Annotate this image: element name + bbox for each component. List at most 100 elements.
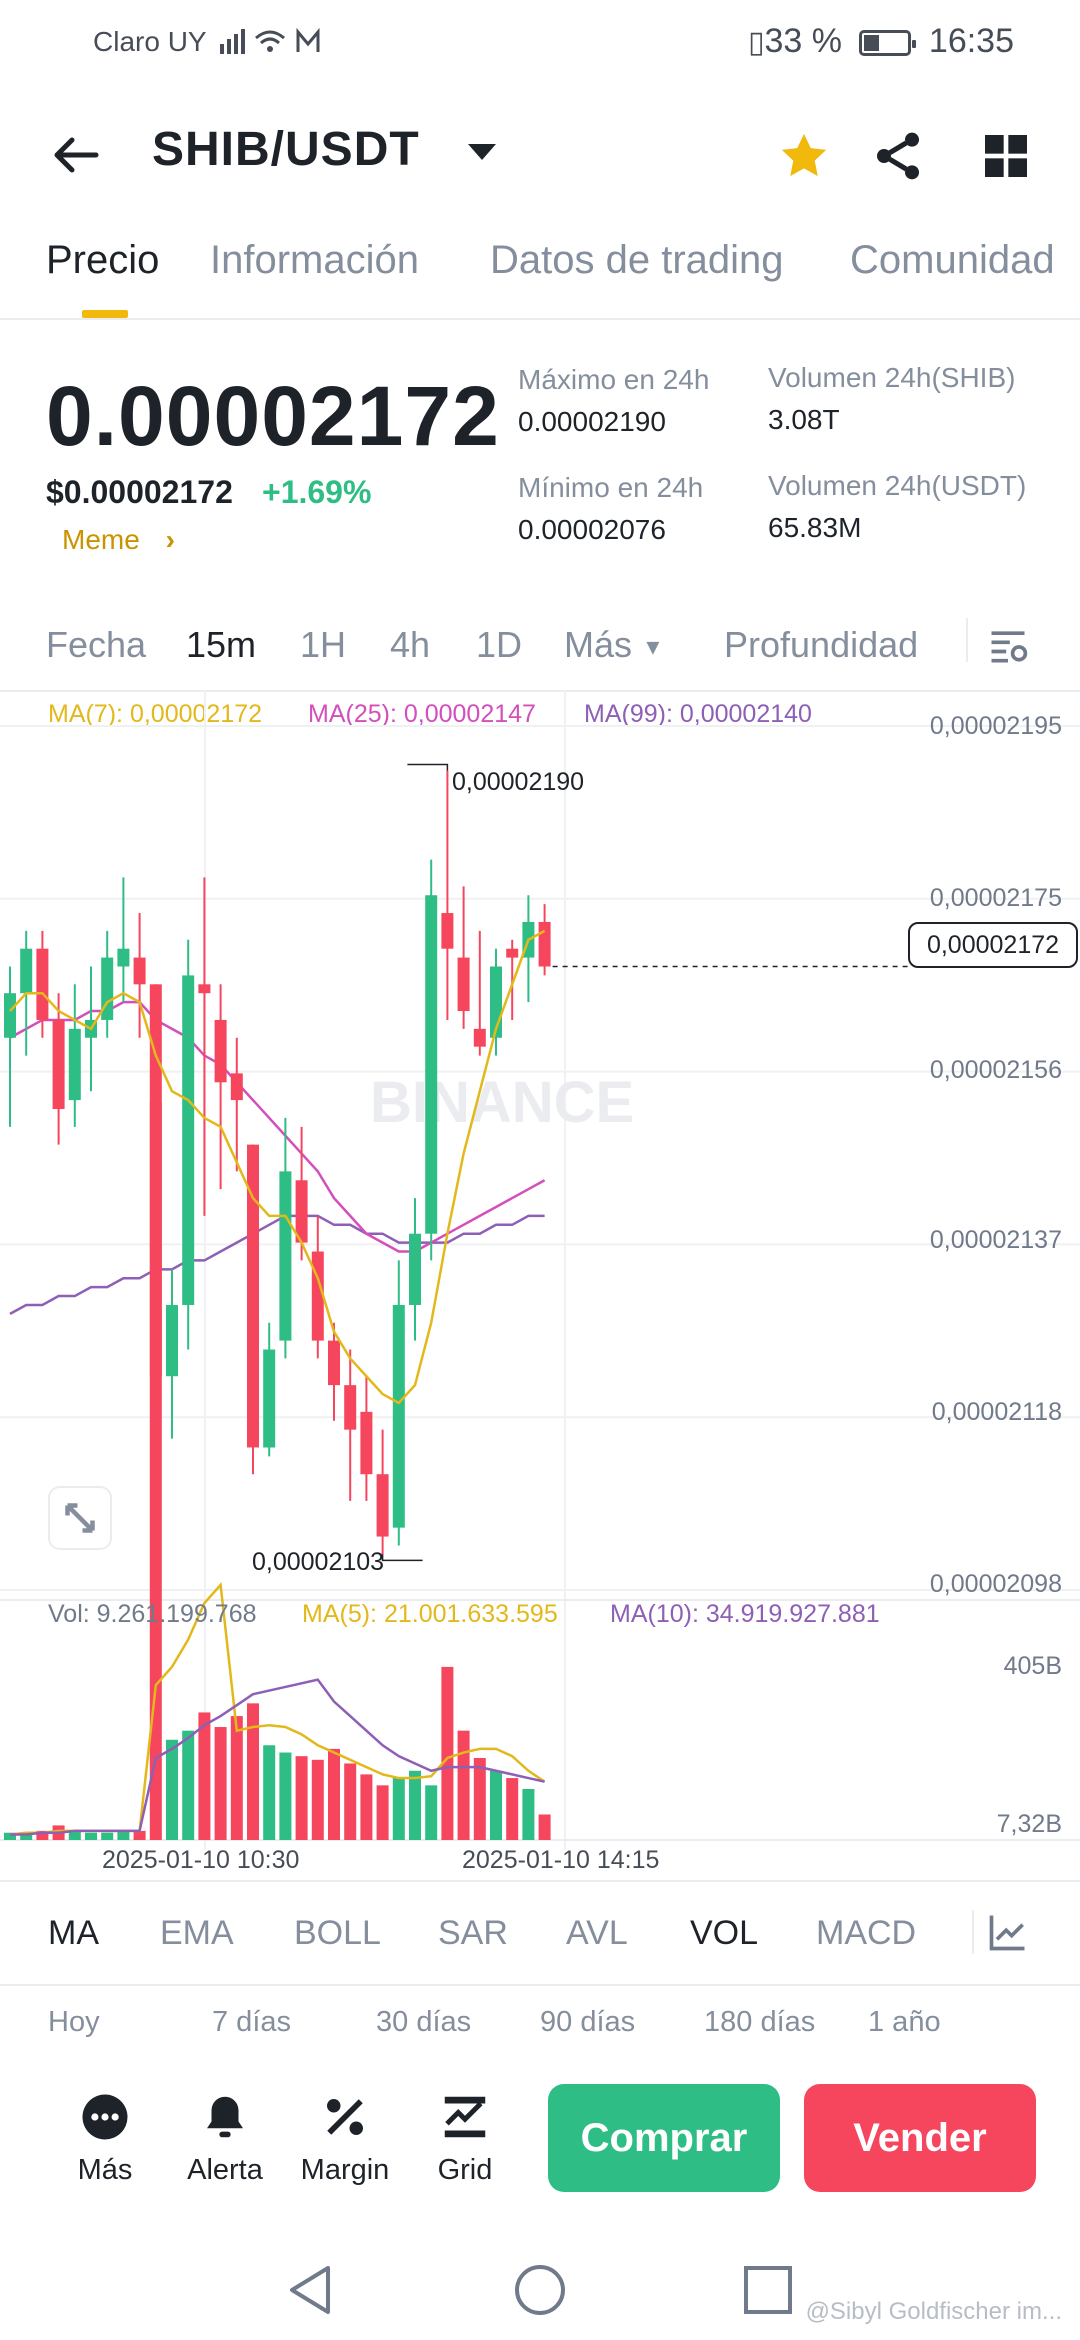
volume-bar xyxy=(117,1830,130,1840)
interval-4h[interactable]: 4h xyxy=(390,624,431,665)
indicator-settings-icon[interactable] xyxy=(986,1910,1030,1959)
dropdown-caret-icon[interactable] xyxy=(468,144,496,160)
interval-profundidad[interactable]: Profundidad xyxy=(724,624,919,665)
chart-grid xyxy=(0,690,1080,1850)
interval-1h[interactable]: 1H xyxy=(300,624,347,665)
candle xyxy=(409,1233,421,1305)
tab-comunidad[interactable]: Comunidad xyxy=(850,238,1055,282)
meme-tag[interactable]: Meme › xyxy=(62,524,175,556)
nav-recents-icon[interactable] xyxy=(742,2264,794,2316)
tab-informacion[interactable]: Información xyxy=(210,238,419,282)
ma25-line xyxy=(9,1000,546,1253)
volume-bar xyxy=(247,1703,259,1840)
indicator-ema[interactable]: EMA xyxy=(160,1914,234,1952)
interval-15m[interactable]: 15m xyxy=(186,624,257,665)
ma99-legend: MA(99): 0,00002140 xyxy=(584,700,812,728)
buy-button[interactable]: Comprar xyxy=(548,2084,780,2192)
candle xyxy=(117,948,130,967)
sell-button[interactable]: Vender xyxy=(804,2084,1036,2192)
volume-bar xyxy=(344,1763,357,1840)
last-price: 0.00002172 xyxy=(46,369,500,463)
tab-datos-de-trading[interactable]: Datos de trading xyxy=(490,238,784,282)
grid-icon[interactable] xyxy=(978,128,1034,184)
grid-button[interactable]: Grid xyxy=(410,2090,520,2187)
tab-precio[interactable]: Precio xyxy=(46,238,160,282)
candle xyxy=(4,993,16,1038)
volume-bar xyxy=(20,1832,33,1840)
volume-bar xyxy=(425,1785,438,1840)
carrier-label: Claro UY xyxy=(93,26,207,57)
vol-base-label: Volumen 24h(SHIB) xyxy=(768,362,1016,393)
margin-label: Margin xyxy=(300,2154,390,2186)
interval-mas[interactable]: Más ▼ xyxy=(564,624,664,666)
tab-bar: Precio Información Datos de trading Comu… xyxy=(0,238,1080,320)
vol-quote-value: 65.83M xyxy=(768,512,862,543)
usd-price: $0.00002172 xyxy=(46,474,233,510)
high-24h-label: Máximo en 24h xyxy=(518,364,710,395)
more-icon xyxy=(78,2090,132,2144)
volume-bar xyxy=(295,1756,308,1840)
x-tick-label: 2025-01-10 14:15 xyxy=(462,1846,660,1874)
candle xyxy=(360,1411,373,1475)
interval-1d[interactable]: 1D xyxy=(476,624,523,665)
ma99-series xyxy=(9,1214,545,1315)
volume-bar xyxy=(311,1759,324,1840)
volume-bar xyxy=(149,1102,162,1840)
candle xyxy=(230,1073,243,1101)
vol-ma10-legend: MA(10): 34.919.927.881 xyxy=(610,1600,880,1628)
period-30d[interactable]: 30 días xyxy=(376,2006,472,2038)
more-button[interactable]: Más xyxy=(50,2090,160,2187)
active-tab-indicator xyxy=(82,310,128,318)
volume-bar xyxy=(490,1770,502,1840)
volume-bar xyxy=(522,1788,535,1840)
low-annotation: 0,00002103 xyxy=(252,1548,385,1576)
chart-settings-icon[interactable] xyxy=(986,624,1030,673)
indicator-boll[interactable]: BOLL xyxy=(294,1914,381,1952)
volume-bar xyxy=(457,1730,470,1840)
volume-bar xyxy=(538,1814,551,1840)
indicator-avl[interactable]: AVL xyxy=(566,1914,628,1952)
bell-icon xyxy=(198,2090,252,2144)
candlestick-chart[interactable]: BINANCE xyxy=(0,690,1080,1866)
expand-icon[interactable] xyxy=(48,1486,112,1550)
indicator-vol[interactable]: VOL xyxy=(690,1914,759,1952)
indicator-sar[interactable]: SAR xyxy=(438,1914,508,1952)
system-nav-bar: @Sibyl Goldfischer im... xyxy=(0,2252,1080,2340)
divider xyxy=(972,1910,974,1954)
vol-ma5-legend: MA(5): 21.001.633.595 xyxy=(302,1600,558,1628)
current-price-tag: 0,00002172 xyxy=(908,922,1078,968)
indicator-macd[interactable]: MACD xyxy=(816,1914,917,1952)
clock: 16:35 xyxy=(928,22,1014,60)
period-180d[interactable]: 180 días xyxy=(704,2006,816,2038)
battery-percent: 33 % xyxy=(764,22,843,60)
period-90d[interactable]: 90 días xyxy=(540,2006,636,2038)
vibrate-icon: ▯ xyxy=(747,26,765,59)
share-icon[interactable] xyxy=(870,128,926,184)
star-icon[interactable] xyxy=(776,128,832,184)
high-leader xyxy=(407,763,449,771)
y-tick-label: 0,00002118 xyxy=(931,1398,1062,1426)
period-1y[interactable]: 1 año xyxy=(868,2006,941,2038)
candles xyxy=(4,770,551,1555)
period-hoy[interactable]: Hoy xyxy=(48,2006,100,2038)
volume-bar xyxy=(230,1716,243,1840)
pair-title[interactable]: SHIB/USDT xyxy=(152,123,420,176)
grid-label: Grid xyxy=(437,2154,493,2186)
nav-back-icon[interactable] xyxy=(284,2262,336,2318)
candle xyxy=(441,913,454,949)
alert-button[interactable]: Alerta xyxy=(170,2090,280,2187)
price-change: +1.69% xyxy=(262,474,372,510)
nav-home-icon[interactable] xyxy=(512,2262,568,2318)
candle xyxy=(198,984,211,994)
back-arrow-icon[interactable] xyxy=(48,128,102,182)
candle xyxy=(182,975,195,1305)
margin-button[interactable]: Margin xyxy=(290,2090,400,2187)
period-7d[interactable]: 7 días xyxy=(212,2006,291,2038)
y-tick-label: 0,00002137 xyxy=(929,1226,1062,1254)
indicator-ma[interactable]: MA xyxy=(48,1914,99,1952)
interval-fecha[interactable]: Fecha xyxy=(46,624,147,665)
volume-bar xyxy=(376,1785,389,1840)
vol-axis-bottom: 7,32B xyxy=(996,1810,1062,1838)
candle xyxy=(133,957,146,985)
annotations xyxy=(381,763,908,1562)
